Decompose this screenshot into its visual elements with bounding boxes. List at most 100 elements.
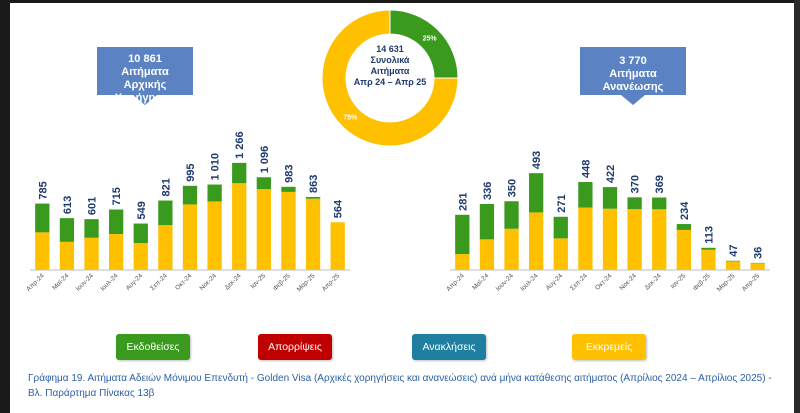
donut-center-text: 14 631 Συνολικά Αιτήματα Απρ 24 – Απρ 25 — [350, 44, 430, 88]
bar-total-label: 821 — [160, 178, 172, 196]
renewal-requests-chart: 281 Απρ-24 336 Μαϊ-24 350 Ιουν-24 493 Ιουλ-24 27… — [445, 151, 770, 293]
frame-right — [794, 0, 800, 413]
bar-total-label: 549 — [136, 201, 148, 219]
bar-segment — [207, 201, 222, 270]
bar-segment — [578, 182, 593, 208]
bar-total-label: 369 — [654, 175, 666, 193]
bar-segment — [207, 184, 222, 202]
bar-segment — [652, 197, 667, 210]
legend-issued-label: Εκδοθείσες — [126, 341, 180, 353]
bar-segment — [330, 222, 345, 270]
bar-segment — [35, 203, 50, 233]
x-tick-label: Μαϊ-24 — [51, 272, 70, 291]
bar-total-label: 113 — [703, 226, 715, 244]
bar-total-label: 995 — [185, 163, 197, 181]
donut-slice-label: 25% — [423, 35, 438, 42]
bar-total-label: 47 — [728, 245, 740, 257]
bar-total-label: 281 — [457, 192, 469, 210]
bar-total-label: 234 — [679, 201, 691, 220]
bar-total-label: 601 — [87, 197, 99, 215]
x-tick-label: Φεβ-25 — [692, 272, 712, 292]
bar-total-label: 422 — [605, 165, 617, 183]
bar-total-label: 1 266 — [234, 131, 246, 159]
bar-segment — [529, 173, 544, 213]
bar-total-label: 863 — [308, 175, 320, 193]
bar-segment — [256, 177, 271, 190]
bar-total-label: 36 — [753, 247, 765, 259]
bar-segment — [504, 228, 519, 270]
bar-segment — [158, 200, 173, 226]
bar-segment — [305, 196, 321, 199]
bar-segment — [232, 183, 247, 270]
initial-requests-line2: Αρχικής Χορήγησης — [114, 79, 176, 104]
x-tick-label: Ιουλ-24 — [519, 272, 540, 293]
bar-segment — [35, 232, 50, 270]
bar-segment — [182, 185, 198, 205]
bar-total-label: 983 — [283, 164, 295, 182]
x-tick-label: Ιουν-24 — [75, 272, 96, 293]
x-tick-label: Νοε-24 — [199, 272, 219, 292]
bar-segment — [84, 237, 99, 270]
legend-pending: Εκκρεμείς — [572, 334, 646, 360]
bar-segment — [602, 208, 618, 270]
bar-segment — [232, 162, 247, 184]
renewal-requests-callout: 3 770 Αιτήματα Ανανέωσης — [580, 47, 686, 105]
bar-total-label: 1 096 — [259, 146, 271, 174]
bar-segment — [627, 209, 642, 270]
bar-segment — [182, 204, 198, 270]
legend-rejections-label: Απορρίψεις — [268, 341, 322, 353]
bar-segment — [652, 209, 667, 270]
x-tick-label: Σεπ-24 — [149, 272, 169, 292]
figure-caption: Γράφημα 19. Αιτήματα Αδειών Μόνιμου Επεν… — [28, 373, 772, 399]
x-tick-label: Φεβ-25 — [272, 272, 292, 292]
bar-segment — [281, 191, 296, 270]
legend-revocations: Ανακλήσεις — [412, 334, 486, 360]
bar-total-label: 271 — [556, 194, 568, 212]
bar-segment — [725, 261, 741, 270]
initial-requests-callout: 10 861 Αιτήματα Αρχικής Χορήγησης — [97, 47, 193, 105]
donut-center-line2: Αιτήματα — [370, 66, 410, 76]
renewal-requests-line1: Αιτήματα — [609, 68, 657, 80]
bar-total-label: 336 — [482, 182, 494, 200]
initial-requests-value: 10 861 — [128, 53, 162, 65]
bar-segment — [133, 223, 148, 244]
legend-revocations-label: Ανακλήσεις — [422, 341, 476, 353]
frame-top — [0, 0, 800, 3]
total-requests-donut: 25% 75% — [321, 9, 459, 147]
bar-segment — [676, 229, 691, 270]
renewal-requests-line2: Ανανέωσης — [602, 81, 664, 93]
initial-requests-chart: 785 Απρ-24 613 Μαϊ-24 601 Ιουν-24 715 Ιουλ-24 54… — [25, 131, 350, 293]
bar-segment — [455, 254, 470, 270]
bar-segment — [750, 263, 765, 270]
renewal-requests-value: 3 770 — [619, 55, 647, 67]
bar-total-label: 350 — [507, 179, 519, 197]
bar-segment — [529, 212, 544, 270]
x-tick-label: Δεκ-24 — [224, 272, 243, 291]
bar-segment — [479, 204, 495, 240]
bar-total-label: 715 — [111, 187, 123, 205]
donut-center-line1: Συνολικά — [370, 55, 410, 65]
bar-total-label: 448 — [580, 160, 592, 178]
frame-left — [0, 0, 10, 413]
bar-total-label: 564 — [333, 199, 345, 218]
bar-total-label: 613 — [62, 196, 74, 214]
callout-arrow — [621, 95, 645, 105]
bar-segment — [59, 218, 75, 242]
bar-segment — [725, 260, 741, 262]
x-tick-label: Αυγ-24 — [545, 272, 565, 292]
bar-segment — [256, 189, 271, 270]
x-tick-label: Ιουν-24 — [495, 272, 516, 293]
bar-segment — [602, 187, 618, 209]
x-tick-label: Απρ-24 — [25, 272, 46, 293]
bar-total-label: 1 010 — [210, 153, 222, 181]
bar-segment — [578, 207, 593, 270]
bar-segment — [133, 243, 148, 270]
bar-total-label: 493 — [531, 151, 543, 169]
x-tick-label: Ιαν-25 — [669, 272, 687, 290]
donut-slice — [321, 9, 459, 147]
bar-segment — [109, 234, 124, 270]
bar-segment — [701, 249, 716, 270]
bar-segment — [553, 238, 568, 270]
donut-slice-label: 75% — [343, 115, 358, 122]
x-tick-label: Ιουλ-24 — [99, 272, 120, 293]
